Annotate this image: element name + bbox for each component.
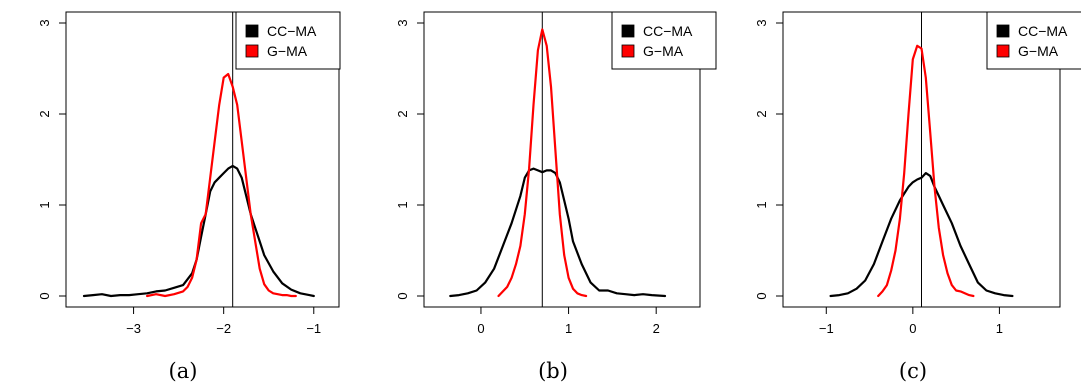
y-tick-label: 3	[37, 19, 52, 26]
legend-box	[611, 11, 717, 70]
x-tick-label: −3	[126, 321, 141, 336]
density-line-cc-ma	[829, 172, 1014, 298]
legend-label: G−MA	[1018, 43, 1059, 59]
legend: CC−MA G−MA	[986, 11, 1081, 70]
legend-label: CC−MA	[1018, 23, 1068, 39]
y-tick-label: 3	[395, 19, 410, 26]
x-tick-label: −1	[306, 321, 321, 336]
y-tick-label: 2	[395, 110, 410, 117]
density-line-g-ma	[877, 44, 975, 298]
legend-label: CC−MA	[267, 23, 317, 39]
plot-frame	[423, 11, 701, 308]
density-line-g-ma	[146, 72, 297, 298]
x-tick-label: −1	[819, 321, 834, 336]
legend-label: G−MA	[267, 43, 308, 59]
y-tick-label: 1	[754, 201, 769, 208]
panel-caption: (a)	[169, 359, 198, 383]
legend-swatch	[621, 24, 635, 38]
y-tick-label: 1	[395, 201, 410, 208]
legend: CC−MA G−MA	[235, 11, 341, 70]
y-tick-label: 3	[754, 19, 769, 26]
y-tick-label: 2	[754, 110, 769, 117]
x-tick-label: 0	[477, 321, 484, 336]
legend-swatch	[621, 44, 635, 58]
y-tick-label: 2	[37, 110, 52, 117]
legend-swatch	[245, 44, 259, 58]
legend-label: CC−MA	[643, 23, 693, 39]
legend-swatch	[996, 44, 1010, 58]
y-tick-label: 0	[37, 292, 52, 299]
y-tick-label: 0	[754, 292, 769, 299]
panel-b: 0 1 2 3 0 1 2 CC−MA G−MA (b)	[395, 11, 717, 383]
legend-label: G−MA	[643, 43, 684, 59]
panel-c: 0 1 2 3 −1 0 1 CC−MA G−MA (c)	[754, 11, 1081, 383]
x-tick-label: 1	[565, 321, 572, 336]
panel-a: 0 1 2 3 −3 −2 −1 CC−MA G−MA (a)	[37, 11, 341, 383]
legend-swatch	[996, 24, 1010, 38]
y-tick-label: 1	[37, 201, 52, 208]
legend-box	[986, 11, 1081, 70]
x-tick-label: −2	[216, 321, 231, 336]
legend-box	[235, 11, 341, 70]
density-line-g-ma	[497, 28, 588, 298]
density-line-cc-ma	[449, 167, 667, 298]
y-tick-label: 0	[395, 292, 410, 299]
legend: CC−MA G−MA	[611, 11, 717, 70]
x-tick-label: 0	[909, 321, 916, 336]
x-tick-label: 2	[653, 321, 660, 336]
panel-caption: (c)	[899, 359, 927, 383]
legend-swatch	[245, 24, 259, 38]
plot-frame	[65, 11, 340, 308]
panel-caption: (b)	[538, 359, 568, 383]
density-line-cc-ma	[82, 164, 315, 298]
x-tick-label: 1	[996, 321, 1003, 336]
